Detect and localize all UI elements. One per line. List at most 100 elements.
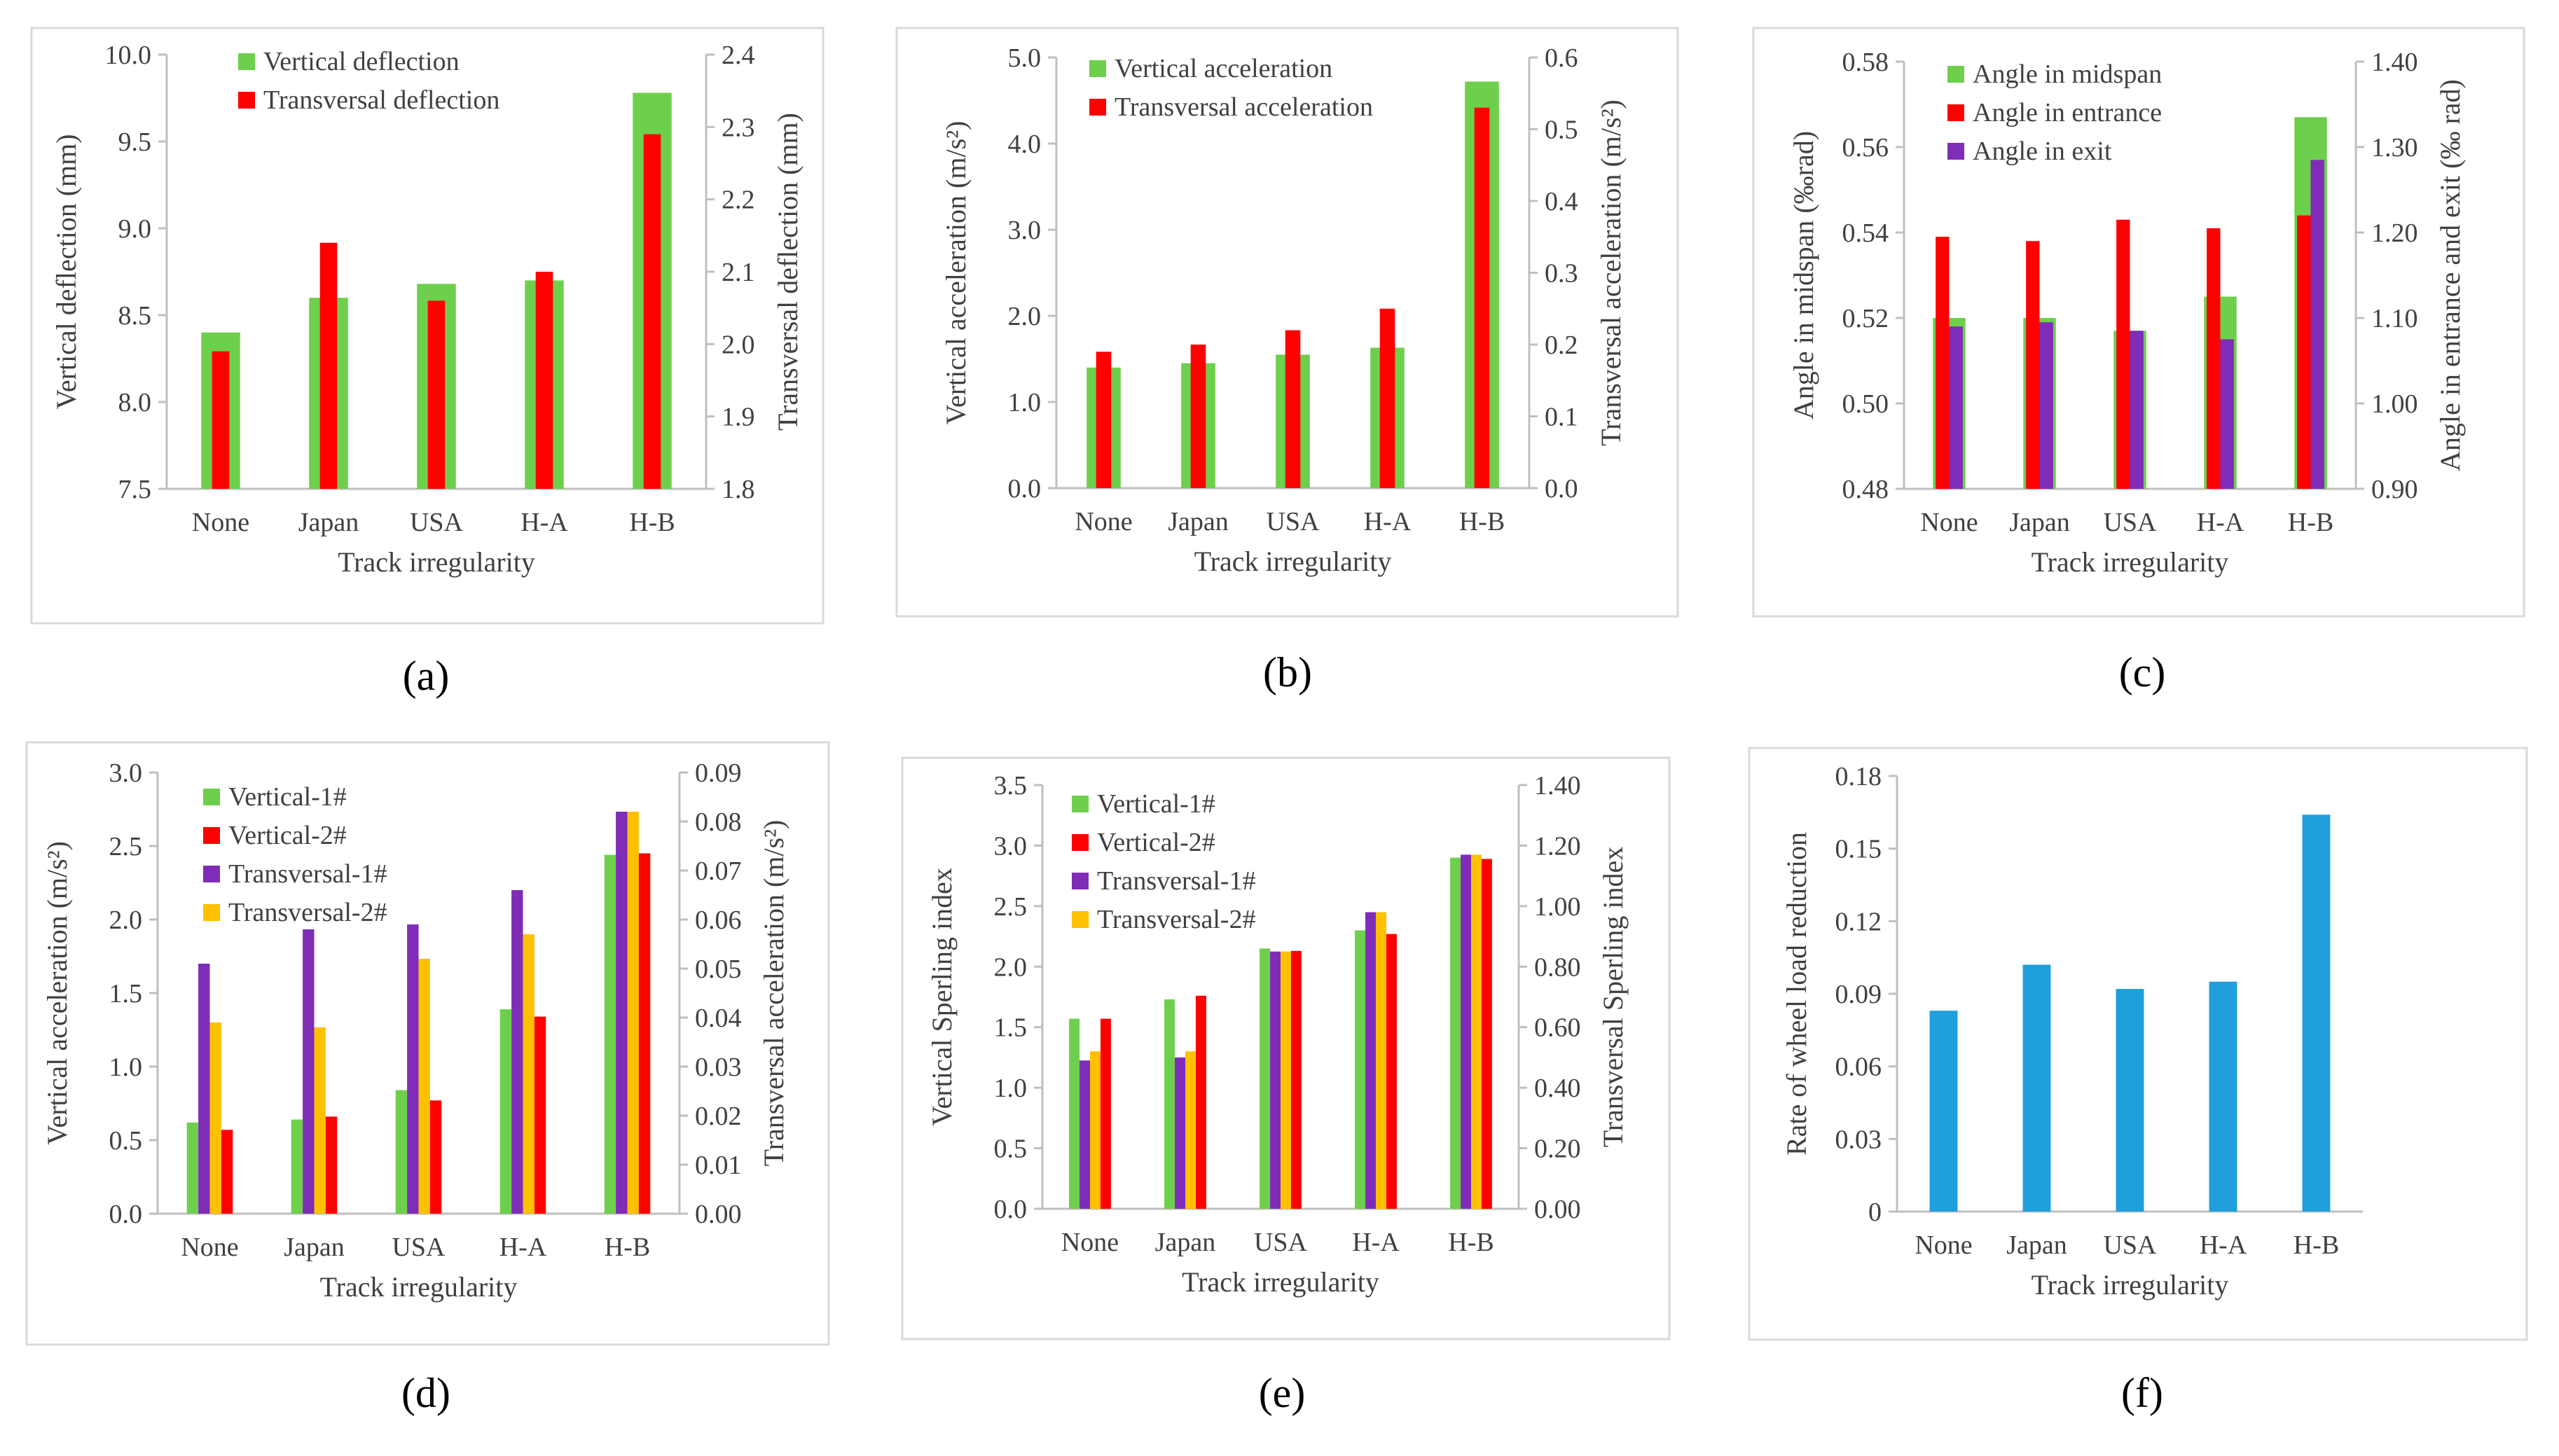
chart-b-y2tick-label: 0.4 [1545, 187, 1578, 216]
chart-e-ytick-label: 3.5 [994, 771, 1028, 800]
chart-e-bar-vertical-1-japan [1164, 999, 1175, 1209]
chart-d-legend-swatch-vertical-2 [203, 827, 220, 844]
chart-c-frame [1752, 27, 2525, 618]
chart-d-legend-label-transversal-1: Transversal-1# [228, 859, 387, 889]
chart-e-legend: Vertical-1# Vertical-2# Transversal-1# Tran… [1072, 789, 1256, 934]
chart-c-y2tick-label: 1.00 [2371, 389, 2418, 419]
chart-a-xtick-label: H-A [520, 508, 568, 537]
chart-c-y2-axis-title: Angle in entrance and exit (‰ rad) [2434, 79, 2466, 471]
chart-b-y2-axis-title: Transversal acceleration (m/s²) [1595, 99, 1627, 446]
chart-b-y2tick-label: 0.2 [1545, 331, 1578, 360]
chart-b-ytick-label: 5.0 [1008, 43, 1042, 73]
chart-d-xtick-label: H-B [605, 1233, 650, 1262]
chart-b-bar-transversal-acceleration-none [1096, 352, 1112, 488]
chart-a: 7.5 8.0 8.5 9.0 9.5 10.0 1.8 1.9 2.0 2.1 2.2 2.3 2.4… [30, 27, 825, 699]
chart-a-ytick-label: 9.5 [118, 127, 152, 157]
chart-d-y2tick-label: 0.02 [695, 1102, 742, 1131]
chart-f-bar-rate-of-wheel-load-reduction-h-a [2209, 981, 2237, 1212]
chart-c-xtick-label: Japan [2009, 508, 2070, 537]
chart-c-legend: Angle in midspan Angle in entrance Angle i… [1947, 60, 2162, 166]
chart-c-xtick-label: H-B [2288, 508, 2333, 537]
chart-c-ytick-label: 0.52 [1842, 304, 1889, 333]
chart-f-xtick-label: USA [2103, 1230, 2157, 1260]
chart-a-y2tick-label: 2.3 [722, 113, 755, 142]
chart-c-bar-angle-in-exit-none [1949, 326, 1963, 489]
chart-e-bar-transversal-1-h-a [1365, 912, 1376, 1209]
chart-d-ytick-label: 1.0 [109, 1053, 143, 1082]
chart-c-bar-angle-in-entrance-h-b [2297, 215, 2311, 489]
chart-a-bar-transversal-deflection-h-b [643, 134, 661, 489]
chart-d-y2tick-label: 0.03 [695, 1053, 742, 1082]
chart-d-ytick-label: 2.5 [109, 832, 143, 861]
chart-c-legend-label-angle-in-entrance: Angle in entrance [1973, 98, 2162, 127]
chart-d-ytick-label: 0.5 [109, 1126, 143, 1156]
chart-e-bar-transversal-2-none [1090, 1051, 1101, 1209]
chart-c-bar-angle-in-entrance-none [1936, 237, 1950, 489]
chart-d-bar-vertical-2-usa [429, 1100, 442, 1214]
chart-a-bar-transversal-deflection-usa [427, 300, 446, 489]
chart-d-xtick-label: USA [392, 1233, 446, 1262]
chart-c: 0.48 0.50 0.52 0.54 0.56 0.58 0.90 1.00 1.10 1.20… [1752, 27, 2525, 695]
chart-c-ytick-label: 0.58 [1842, 48, 1889, 77]
chart-b-panel-label: (b) [1263, 649, 1312, 695]
chart-d-y2tick-label: 0.05 [695, 955, 742, 984]
chart-c-bar-angle-in-entrance-h-a [2207, 228, 2221, 489]
chart-f-bar-rate-of-wheel-load-reduction-japan [2022, 964, 2051, 1212]
chart-d-legend-swatch-vertical-1 [203, 789, 220, 805]
chart-d-bar-transversal-1-h-b [616, 812, 628, 1214]
chart-d-xtick-label: Japan [284, 1233, 345, 1262]
chart-b: 0.0 1.0 2.0 3.0 4.0 5.0 0.0 0.1 0.2 0.3 0.4 0.5 0.6 N… [895, 27, 1679, 695]
chart-e-y2-axis-title: Transversal Sperling index [1597, 847, 1629, 1148]
chart-d-y2tick-label: 0.08 [695, 807, 742, 837]
chart-d-y2tick-label: 0.01 [695, 1151, 742, 1180]
chart-b-legend-label-vertical-acceleration: Vertical acceleration [1115, 54, 1332, 83]
chart-c-y2tick-label: 1.10 [2371, 304, 2418, 333]
chart-b-y-axis-title: Vertical acceleration (m/s²) [940, 121, 972, 425]
chart-c-panel-label: (c) [2119, 649, 2166, 695]
chart-d-ytick-label: 1.5 [109, 979, 143, 1008]
chart-f-xtick-label: H-B [2294, 1230, 2339, 1260]
chart-f-ytick-label: 0.06 [1835, 1053, 1882, 1082]
chart-c-ytick-label: 0.56 [1842, 133, 1889, 162]
chart-a-ytick-label: 8.5 [118, 301, 152, 331]
chart-e-legend-label-transversal-2: Transversal-2# [1097, 905, 1256, 934]
chart-a-y2tick-label: 2.2 [722, 186, 755, 215]
chart-f-bar-rate-of-wheel-load-reduction-usa [2116, 989, 2144, 1212]
chart-e-xtick-label: None [1061, 1228, 1119, 1257]
chart-b-xtick-label: H-B [1459, 507, 1505, 536]
chart-c-legend-swatch-angle-in-exit [1947, 143, 1964, 160]
chart-c-legend-swatch-angle-in-entrance [1947, 104, 1964, 121]
chart-e-y2tick-label: 0.00 [1534, 1195, 1581, 1224]
chart-e-bar-vertical-1-none [1069, 1018, 1080, 1209]
chart-b-xtick-label: Japan [1168, 507, 1229, 536]
chart-f-xtick-label: Japan [2006, 1230, 2067, 1260]
chart-a-bar-transversal-deflection-none [212, 351, 230, 489]
chart-f-ytick-label: 0 [1868, 1198, 1882, 1227]
chart-a-bar-transversal-deflection-japan [319, 242, 338, 489]
chart-d-bar-vertical-1-none [186, 1122, 199, 1214]
chart-e-legend-swatch-vertical-2 [1072, 834, 1089, 851]
chart-d-bar-vertical-2-none [221, 1130, 233, 1214]
chart-e-bar-vertical-2-h-a [1386, 934, 1397, 1209]
chart-d-bar-transversal-1-h-a [511, 890, 523, 1214]
chart-f-ytick-label: 0.18 [1835, 762, 1882, 791]
chart-e-bar-transversal-1-none [1080, 1060, 1090, 1209]
chart-e-x-axis-title: Track irregularity [1182, 1266, 1379, 1298]
chart-f-ytick-label: 0.09 [1835, 980, 1882, 1009]
chart-e-bar-vertical-1-usa [1260, 948, 1271, 1209]
chart-a-legend-label-transversal-deflection: Transversal deflection [263, 85, 499, 115]
chart-b-ytick-label: 0.0 [1008, 474, 1042, 504]
chart-e-xtick-label: H-A [1352, 1228, 1400, 1257]
chart-a-y-axis-title: Vertical deflection (mm) [50, 134, 82, 409]
chart-b-xtick-label: None [1075, 507, 1132, 536]
chart-b-bar-transversal-acceleration-japan [1190, 345, 1206, 488]
chart-a-xtick-label: H-B [629, 508, 675, 537]
chart-c-bar-angle-in-exit-h-a [2220, 339, 2234, 489]
chart-e-bar-vertical-2-japan [1195, 995, 1206, 1209]
chart-e-ytick-label: 1.0 [994, 1074, 1028, 1103]
chart-b-bar-transversal-acceleration-usa [1285, 330, 1301, 488]
chart-d-panel-label: (d) [401, 1370, 450, 1416]
chart-a-ytick-label: 9.0 [118, 214, 152, 244]
chart-b-ytick-label: 2.0 [1008, 302, 1042, 331]
